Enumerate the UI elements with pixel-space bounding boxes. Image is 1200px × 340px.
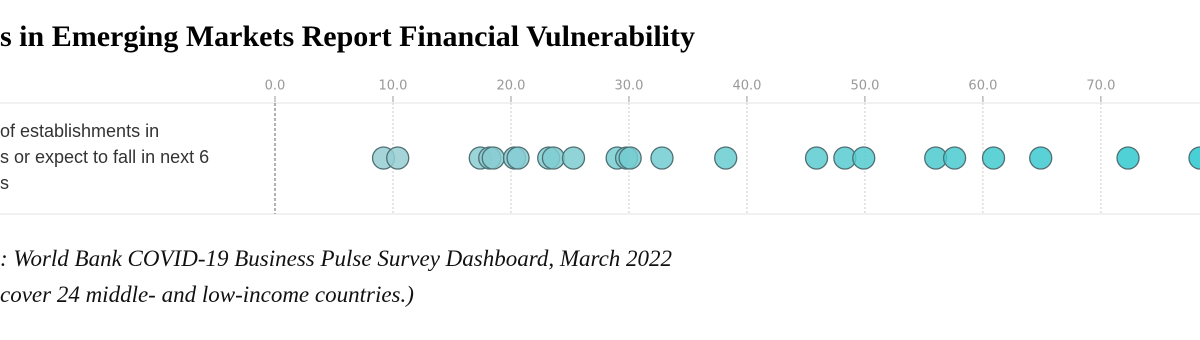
x-tick-label: 10.0: [379, 79, 408, 94]
dot: [541, 146, 566, 170]
dot: [386, 146, 410, 170]
dot: [561, 146, 586, 170]
x-tick-label: 20.0: [496, 79, 525, 94]
x-tick-label: 0.0: [265, 79, 286, 94]
dot: [618, 146, 642, 170]
dot: [981, 146, 1006, 170]
dot: [852, 146, 876, 170]
dot: [1029, 146, 1053, 170]
dot: [804, 146, 829, 170]
dot: [1188, 146, 1200, 170]
chart-title: s in Emerging Markets Report Financial V…: [0, 20, 695, 53]
dot: [506, 146, 530, 170]
row-label: s: [0, 173, 9, 193]
x-tick-label: 70.0: [1086, 79, 1115, 94]
x-tick-label: 50.0: [850, 79, 879, 94]
x-tick-label: 30.0: [614, 79, 643, 94]
row-label: s or expect to fall in next 6: [0, 147, 209, 167]
row-label: of establishments in: [0, 121, 159, 141]
dot: [942, 146, 967, 170]
x-tick-label: 60.0: [968, 79, 997, 94]
dot: [714, 146, 738, 170]
dot: [650, 146, 674, 170]
x-tick-label: 40.0: [732, 79, 761, 94]
dot: [481, 146, 505, 170]
dot: [1116, 146, 1140, 170]
source-note: cover 24 middle- and low-income countrie…: [0, 282, 414, 307]
source-note: : World Bank COVID-19 Business Pulse Sur…: [0, 246, 672, 271]
